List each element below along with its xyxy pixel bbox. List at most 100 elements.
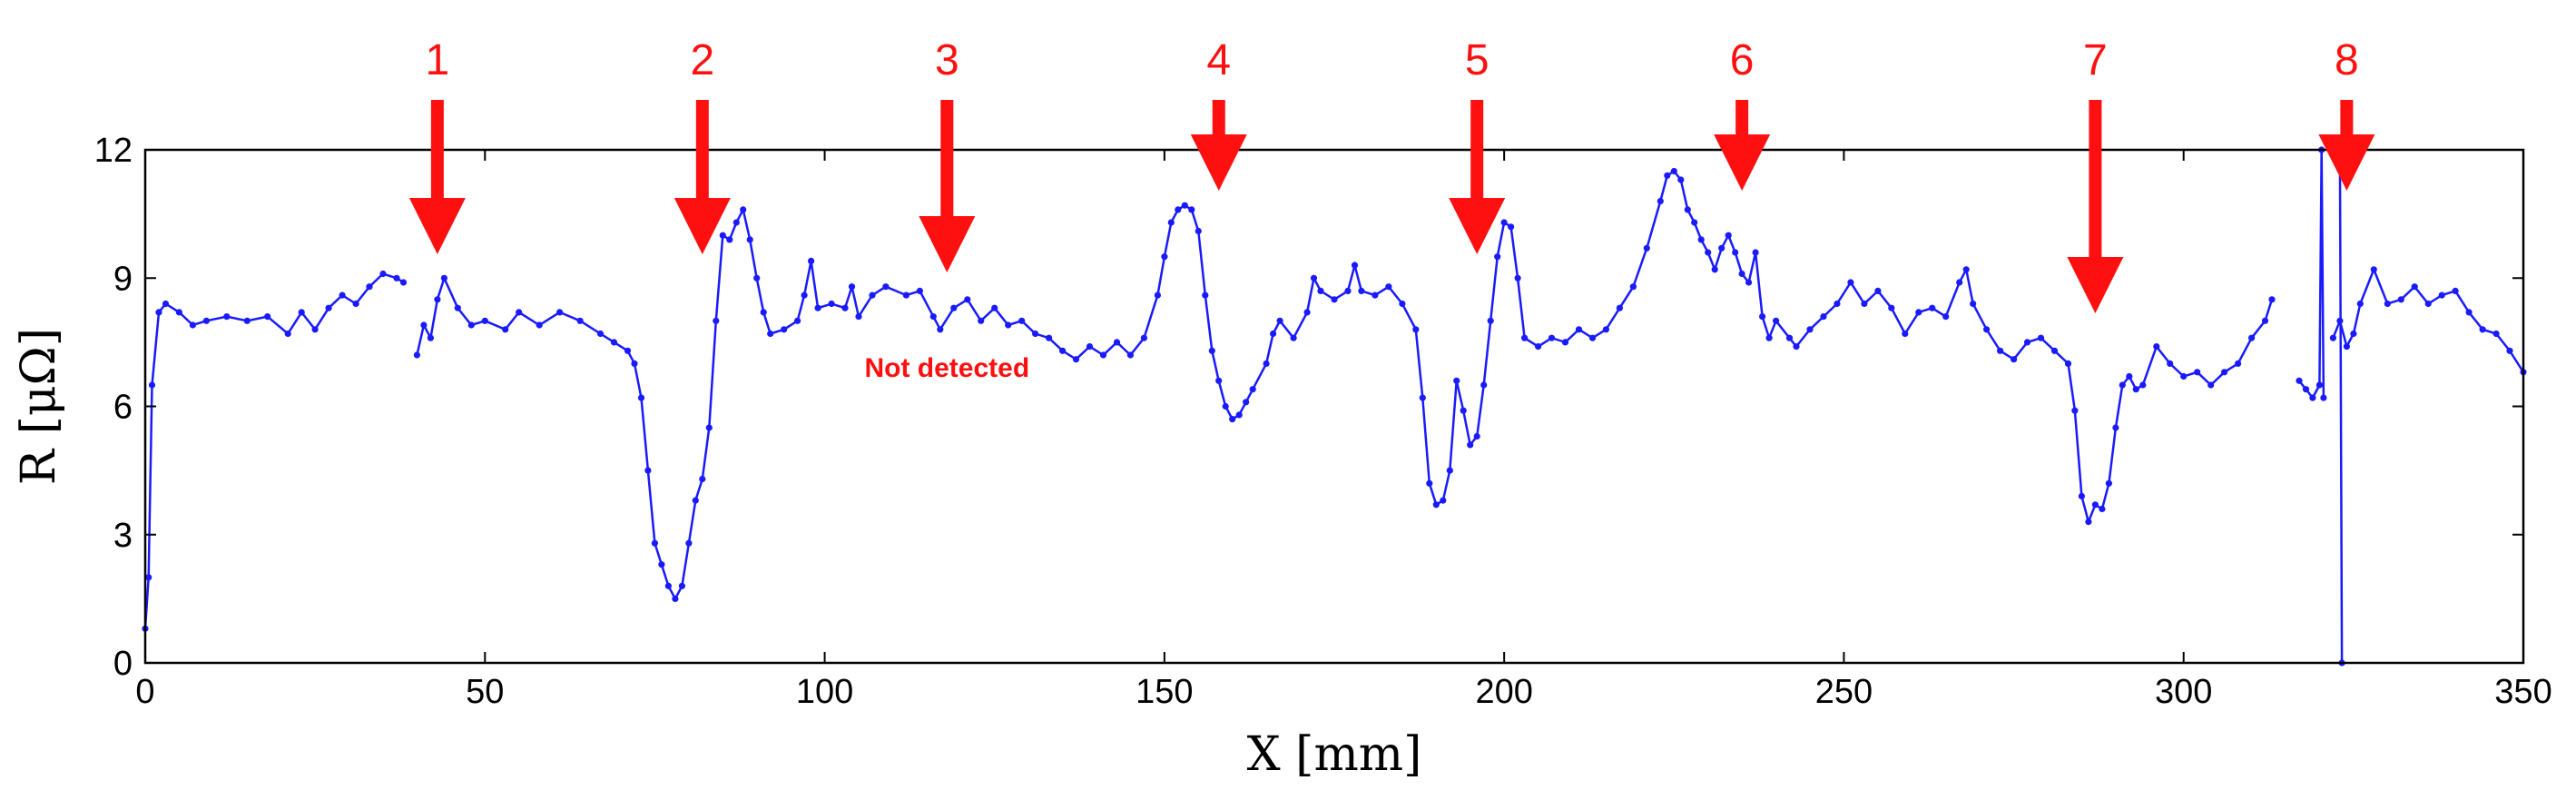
data-point	[1548, 334, 1556, 341]
data-point	[929, 313, 937, 321]
data-point	[732, 219, 740, 226]
annotation-note: Not detected	[864, 353, 1029, 383]
data-point	[1480, 381, 1488, 389]
data-point	[678, 582, 686, 589]
data-point	[155, 309, 162, 316]
data-point	[311, 326, 319, 333]
data-point	[2078, 492, 2085, 500]
data-point	[664, 582, 673, 589]
data-point	[1460, 407, 1467, 414]
data-point	[1426, 479, 1433, 487]
data-point	[2132, 386, 2139, 393]
ticks-layer: 0 50 100 150 200 250 300 350 0 3 6 9 12	[94, 132, 2552, 711]
data-point	[1344, 287, 1352, 294]
arrow-head	[2067, 257, 2124, 313]
data-point	[760, 309, 767, 316]
plot-frame	[143, 148, 2525, 665]
marker-number: 2	[690, 36, 714, 84]
data-point	[379, 270, 387, 278]
data-point	[1276, 317, 1283, 324]
data-point	[202, 317, 210, 324]
data-point	[1331, 296, 1338, 303]
data-point	[1697, 236, 1705, 243]
data-point	[2350, 330, 2357, 338]
data-point	[1820, 313, 1827, 321]
data-point	[1847, 279, 1854, 286]
data-point	[2329, 334, 2336, 341]
y-tick-label: 3	[113, 517, 133, 555]
data-point	[2050, 347, 2059, 354]
data-point	[1399, 300, 1406, 308]
arrow-shaft	[2089, 100, 2102, 259]
data-point	[2465, 309, 2473, 316]
arrow-marker-7: 7	[2067, 36, 2124, 313]
data-point	[2261, 317, 2269, 324]
data-point	[1487, 317, 1494, 324]
data-point	[692, 497, 699, 504]
data-point	[175, 309, 182, 316]
data-point	[2384, 300, 2391, 308]
data-point	[882, 283, 890, 291]
data-point	[1874, 287, 1882, 294]
data-point	[740, 206, 747, 213]
series-line	[2298, 149, 2325, 400]
series-line	[143, 272, 405, 629]
data-point	[2194, 369, 2201, 376]
data-point	[624, 347, 632, 354]
series-line	[416, 169, 2274, 602]
data-point	[991, 304, 998, 311]
data-point	[1059, 347, 1067, 354]
data-point	[631, 360, 638, 367]
data-point	[658, 561, 665, 568]
data-point	[1684, 206, 1691, 213]
data-point	[1005, 321, 1012, 329]
data-point	[145, 574, 152, 581]
data-point	[467, 321, 475, 329]
data-point	[1508, 223, 1515, 231]
data-point	[1229, 416, 1236, 423]
y-tick-label: 9	[113, 260, 133, 298]
data-point	[781, 326, 788, 333]
data-point	[1997, 347, 2004, 354]
x-tick-label: 150	[1136, 673, 1193, 711]
data-point	[2506, 347, 2513, 354]
series-line	[2332, 266, 2525, 373]
data-point	[2248, 334, 2256, 341]
x-tick-label: 50	[466, 673, 504, 711]
data-point	[2356, 300, 2364, 308]
data-point	[366, 283, 373, 291]
arrow-marker-6: 6	[1714, 36, 1771, 191]
data-point	[325, 304, 332, 311]
y-axis-title: R [μΩ]	[12, 328, 66, 485]
data-point	[950, 304, 958, 311]
data-point	[2064, 360, 2072, 367]
data-point	[964, 296, 971, 303]
data-point	[644, 467, 652, 474]
arrow-shaft	[1212, 100, 1225, 136]
data-point	[978, 317, 985, 324]
data-point	[1514, 274, 1521, 282]
data-point	[1588, 334, 1597, 341]
data-point	[1732, 249, 1739, 256]
data-point	[1473, 432, 1480, 440]
data-point	[1643, 244, 1650, 252]
data-point	[1412, 326, 1420, 333]
data-point	[536, 321, 543, 329]
y-tick-label: 6	[113, 389, 133, 427]
data-point	[1270, 330, 1277, 338]
data-point	[1806, 326, 1814, 333]
arrow-head	[408, 198, 466, 254]
data-point	[2085, 519, 2092, 526]
data-point	[814, 304, 821, 311]
data-point	[1759, 313, 1766, 321]
data-point	[1140, 334, 1147, 341]
data-point	[516, 309, 523, 316]
marker-number: 4	[1206, 36, 1231, 84]
data-point	[2268, 296, 2276, 303]
data-point	[1785, 334, 1794, 341]
data-point	[1664, 172, 1671, 179]
data-point	[1705, 249, 1712, 256]
data-point	[1440, 497, 1447, 504]
data-point	[2320, 394, 2327, 401]
data-point	[855, 313, 862, 321]
